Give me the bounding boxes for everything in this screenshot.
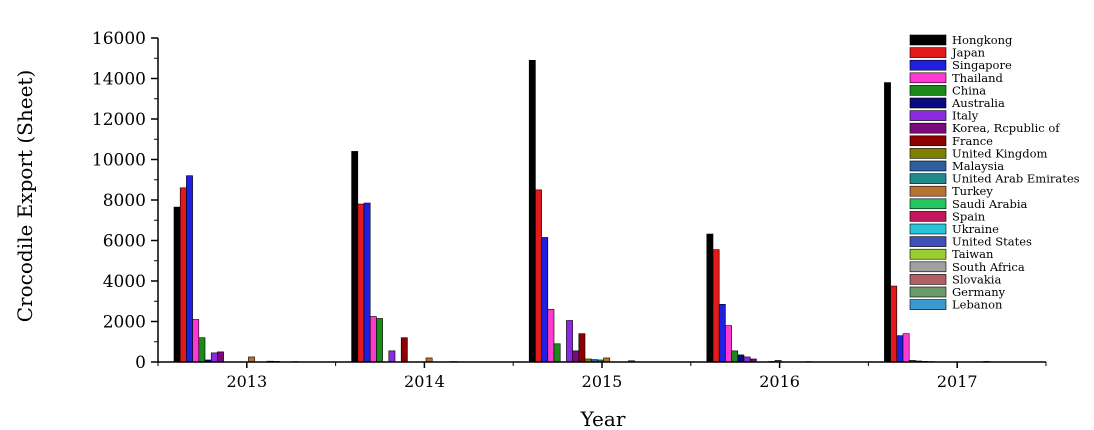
x-tick-label: 2013 — [226, 372, 267, 391]
legend-swatch — [909, 85, 947, 96]
bar — [351, 151, 359, 363]
legend-swatch — [909, 110, 947, 121]
legend-label: Australia — [951, 96, 1005, 110]
bar — [902, 333, 910, 363]
legend-label: Hongkong — [952, 33, 1013, 47]
y-tick-label: 10000 — [92, 151, 146, 171]
y-tick-label: 16000 — [92, 29, 146, 49]
legend-label: Thailand — [952, 71, 1004, 85]
legend-swatch — [909, 198, 947, 210]
legend-label: Ukraine — [952, 222, 999, 236]
bar — [890, 285, 898, 363]
legend-label: United States — [952, 235, 1032, 249]
legend-swatch — [909, 173, 947, 184]
y-tick-label: 2000 — [103, 313, 146, 333]
bar — [210, 352, 218, 363]
legend-swatch — [909, 248, 947, 260]
bar — [217, 351, 224, 363]
x-axis-title: Year — [580, 407, 626, 430]
x-tick-label: 2015 — [582, 372, 623, 391]
bar — [566, 320, 573, 363]
bar — [369, 316, 377, 363]
y-axis: 0 2000 4000 6000 8000 10000 12000 14000 16000 — [92, 29, 159, 373]
legend-label: United Arab Emirates — [952, 172, 1080, 186]
legend-label: Slovakia — [952, 272, 1001, 286]
bar — [737, 354, 745, 363]
legend-label: Spain — [952, 209, 986, 223]
legend-swatch — [909, 299, 947, 310]
legend-label: Malaysia — [952, 159, 1004, 173]
bar — [376, 318, 383, 363]
legend-swatch — [909, 97, 947, 109]
legend-label: Taiwan — [952, 247, 994, 261]
y-tick-label: 12000 — [92, 110, 146, 130]
bar — [553, 343, 561, 363]
legend-label: United Kingdom — [952, 146, 1048, 160]
bar — [712, 249, 720, 363]
legend-swatch — [909, 72, 947, 84]
legend-label: Germany — [952, 285, 1006, 299]
x-tick-label: 2017 — [937, 372, 978, 391]
legend-label: Lebanon — [952, 298, 1003, 312]
bar — [248, 356, 255, 363]
legend-swatch — [909, 135, 947, 147]
x-axis: 2013 2014 2015 2016 2017 — [157, 361, 1047, 391]
bar — [578, 333, 586, 363]
bar — [572, 350, 580, 363]
legend-swatch — [909, 223, 947, 235]
legend-swatch — [909, 148, 947, 159]
bar — [198, 337, 206, 363]
legend-swatch — [909, 34, 947, 46]
bar — [186, 175, 193, 363]
y-tick-label: 8000 — [103, 191, 146, 211]
x-tick-label: 2016 — [759, 372, 800, 391]
bar — [400, 337, 408, 363]
bar — [535, 189, 542, 363]
x-tick-label: 2014 — [404, 372, 445, 391]
legend-label: Korea, Rcpublic of — [952, 121, 1060, 135]
legend-swatch — [909, 286, 947, 298]
y-tick-label: 6000 — [103, 232, 146, 252]
legend: HongkongJapanSingaporeThailandChinaAustr… — [909, 33, 1080, 312]
y-tick-label: 4000 — [103, 272, 146, 292]
bar — [388, 350, 396, 363]
bar — [731, 350, 739, 363]
y-axis-title: Crocodile Export (Sheet) — [13, 70, 37, 323]
legend-label: France — [952, 134, 993, 148]
bar — [884, 82, 891, 363]
bar — [706, 233, 714, 363]
bar — [547, 309, 555, 363]
legend-swatch — [909, 59, 947, 71]
bar — [179, 187, 187, 363]
legend-label: Saudi Arabia — [952, 197, 1028, 211]
legend-swatch — [909, 274, 947, 285]
y-tick-label: 14000 — [92, 70, 146, 90]
legend-label: Italy — [952, 109, 979, 123]
legend-swatch — [909, 47, 947, 58]
y-tick-label: 0 — [135, 353, 146, 373]
legend-swatch — [909, 185, 947, 197]
bar — [896, 335, 904, 363]
bar — [173, 206, 181, 363]
plot-area — [173, 59, 991, 363]
bar — [528, 59, 536, 363]
legend-swatch — [909, 122, 947, 134]
bar — [718, 303, 726, 363]
legend-label: Japan — [951, 46, 986, 60]
legend-swatch — [909, 236, 947, 247]
legend-swatch — [909, 261, 947, 273]
bar — [725, 325, 732, 363]
legend-label: South Africa — [952, 260, 1025, 274]
legend-label: China — [952, 83, 986, 97]
bar — [192, 319, 200, 363]
legend-swatch — [909, 160, 947, 172]
bar — [357, 203, 365, 363]
bar — [743, 356, 751, 363]
bar — [541, 237, 549, 363]
bar — [363, 202, 371, 363]
legend-label: Singapore — [952, 58, 1012, 72]
legend-label: Turkey — [952, 184, 993, 198]
legend-swatch — [909, 211, 947, 222]
